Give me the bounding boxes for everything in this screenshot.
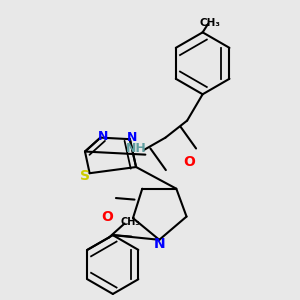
Text: O: O — [102, 210, 113, 224]
Text: NH: NH — [126, 142, 146, 155]
Text: N: N — [154, 237, 165, 251]
Text: CH₃: CH₃ — [200, 18, 221, 28]
Text: N: N — [98, 130, 108, 142]
Text: S: S — [80, 169, 90, 183]
Text: O: O — [183, 155, 195, 170]
Text: N: N — [127, 131, 137, 144]
Text: CH₃: CH₃ — [121, 217, 140, 227]
